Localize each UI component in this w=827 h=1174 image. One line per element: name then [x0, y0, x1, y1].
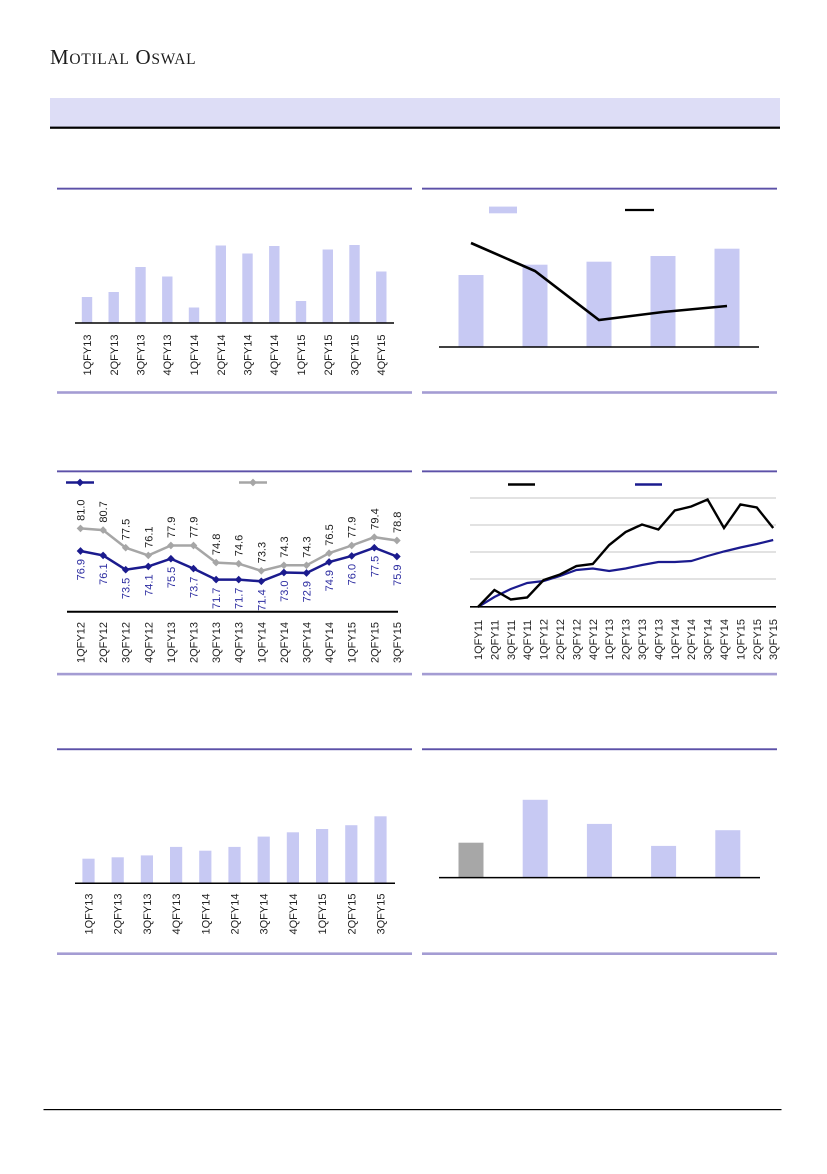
svg-text:1QFY15: 1QFY15 [735, 619, 747, 660]
svg-text:2QFY14: 2QFY14 [279, 622, 291, 663]
svg-text:3QFY14: 3QFY14 [302, 622, 314, 663]
svg-text:2QFY13: 2QFY13 [113, 894, 125, 935]
svg-text:73.7: 73.7 [189, 577, 201, 598]
svg-text:2QFY14: 2QFY14 [230, 894, 242, 935]
svg-text:71.4: 71.4 [256, 589, 268, 610]
svg-text:1QFY14: 1QFY14 [200, 894, 212, 935]
svg-text:3QFY12: 3QFY12 [121, 622, 133, 663]
svg-text:4QFY13: 4QFY13 [171, 894, 183, 935]
svg-text:73.0: 73.0 [279, 581, 291, 602]
svg-text:1QFY13: 1QFY13 [82, 335, 94, 376]
svg-text:4QFY12: 4QFY12 [143, 622, 155, 663]
svg-text:1QFY13: 1QFY13 [166, 622, 178, 663]
svg-text:1QFY15: 1QFY15 [296, 335, 308, 376]
svg-text:4QFY11: 4QFY11 [522, 620, 534, 660]
svg-text:2QFY15: 2QFY15 [752, 619, 764, 660]
svg-text:76.9: 76.9 [76, 559, 88, 580]
svg-text:75.9: 75.9 [392, 565, 404, 586]
svg-text:3QFY14: 3QFY14 [243, 335, 255, 376]
svg-text:72.9: 72.9 [302, 581, 314, 602]
svg-text:4QFY14: 4QFY14 [269, 335, 281, 376]
svg-text:74.3: 74.3 [279, 536, 291, 557]
svg-text:2QFY12: 2QFY12 [555, 619, 567, 660]
svg-text:74.8: 74.8 [211, 534, 223, 555]
svg-text:3QFY14: 3QFY14 [703, 619, 715, 660]
svg-text:73.5: 73.5 [121, 578, 133, 599]
svg-text:74.9: 74.9 [324, 570, 336, 591]
svg-text:4QFY14: 4QFY14 [288, 894, 300, 935]
svg-text:2QFY12: 2QFY12 [98, 622, 110, 663]
svg-text:3QFY15: 3QFY15 [376, 894, 388, 935]
svg-text:2QFY13: 2QFY13 [189, 622, 201, 663]
svg-text:76.1: 76.1 [98, 563, 110, 584]
svg-text:1QFY13: 1QFY13 [604, 619, 616, 660]
svg-text:75.5: 75.5 [166, 567, 178, 588]
svg-text:3QFY13: 3QFY13 [136, 335, 148, 376]
svg-text:77.9: 77.9 [189, 517, 201, 538]
svg-text:1QFY15: 1QFY15 [317, 894, 329, 935]
svg-text:71.7: 71.7 [234, 588, 246, 609]
svg-text:76.5: 76.5 [324, 524, 336, 545]
svg-text:77.5: 77.5 [121, 519, 133, 540]
svg-text:81.0: 81.0 [76, 499, 88, 520]
svg-text:3QFY11: 3QFY11 [506, 620, 518, 660]
svg-text:77.5: 77.5 [369, 556, 381, 577]
svg-text:79.4: 79.4 [369, 508, 381, 529]
svg-text:80.7: 80.7 [98, 501, 110, 522]
svg-text:4QFY13: 4QFY13 [162, 335, 174, 376]
svg-text:3QFY13: 3QFY13 [142, 894, 154, 935]
svg-text:4QFY14: 4QFY14 [324, 622, 336, 663]
svg-text:3QFY12: 3QFY12 [571, 619, 583, 660]
svg-text:1QFY11: 1QFY11 [473, 620, 485, 660]
svg-text:MOTILAL OSWAL: MOTILAL OSWAL [50, 45, 196, 69]
svg-text:3QFY13: 3QFY13 [211, 622, 223, 663]
svg-text:1QFY14: 1QFY14 [256, 622, 268, 663]
svg-text:3QFY13: 3QFY13 [637, 619, 649, 660]
svg-text:2QFY11: 2QFY11 [489, 620, 501, 660]
svg-text:1QFY13: 1QFY13 [84, 894, 96, 935]
svg-text:1QFY15: 1QFY15 [347, 622, 359, 663]
svg-text:1QFY14: 1QFY14 [189, 335, 201, 376]
svg-text:4QFY14: 4QFY14 [719, 619, 731, 660]
svg-text:2QFY15: 2QFY15 [323, 335, 335, 376]
svg-text:2QFY15: 2QFY15 [369, 622, 381, 663]
svg-text:2QFY13: 2QFY13 [109, 335, 121, 376]
svg-text:2QFY14: 2QFY14 [216, 335, 228, 376]
svg-text:74.1: 74.1 [143, 574, 155, 595]
svg-text:4QFY15: 4QFY15 [376, 335, 388, 376]
svg-text:3QFY15: 3QFY15 [768, 619, 780, 660]
svg-text:78.8: 78.8 [392, 512, 404, 533]
svg-text:76.0: 76.0 [347, 564, 359, 585]
svg-text:76.1: 76.1 [143, 526, 155, 547]
svg-text:3QFY15: 3QFY15 [392, 622, 404, 663]
svg-text:4QFY12: 4QFY12 [588, 619, 600, 660]
svg-text:74.3: 74.3 [302, 536, 314, 557]
svg-text:1QFY12: 1QFY12 [539, 619, 551, 660]
svg-text:1QFY12: 1QFY12 [76, 622, 88, 663]
svg-text:4QFY13: 4QFY13 [234, 622, 246, 663]
svg-text:2QFY15: 2QFY15 [346, 894, 358, 935]
svg-text:73.3: 73.3 [256, 542, 268, 563]
svg-text:1QFY14: 1QFY14 [670, 619, 682, 660]
svg-text:77.9: 77.9 [166, 517, 178, 538]
svg-text:3QFY15: 3QFY15 [350, 335, 362, 376]
svg-text:2QFY13: 2QFY13 [621, 619, 633, 660]
svg-text:71.7: 71.7 [211, 588, 223, 609]
svg-text:74.6: 74.6 [234, 535, 246, 556]
svg-text:77.9: 77.9 [347, 517, 359, 538]
svg-text:2QFY14: 2QFY14 [686, 619, 698, 660]
svg-text:3QFY14: 3QFY14 [259, 894, 271, 935]
svg-text:4QFY13: 4QFY13 [653, 619, 665, 660]
